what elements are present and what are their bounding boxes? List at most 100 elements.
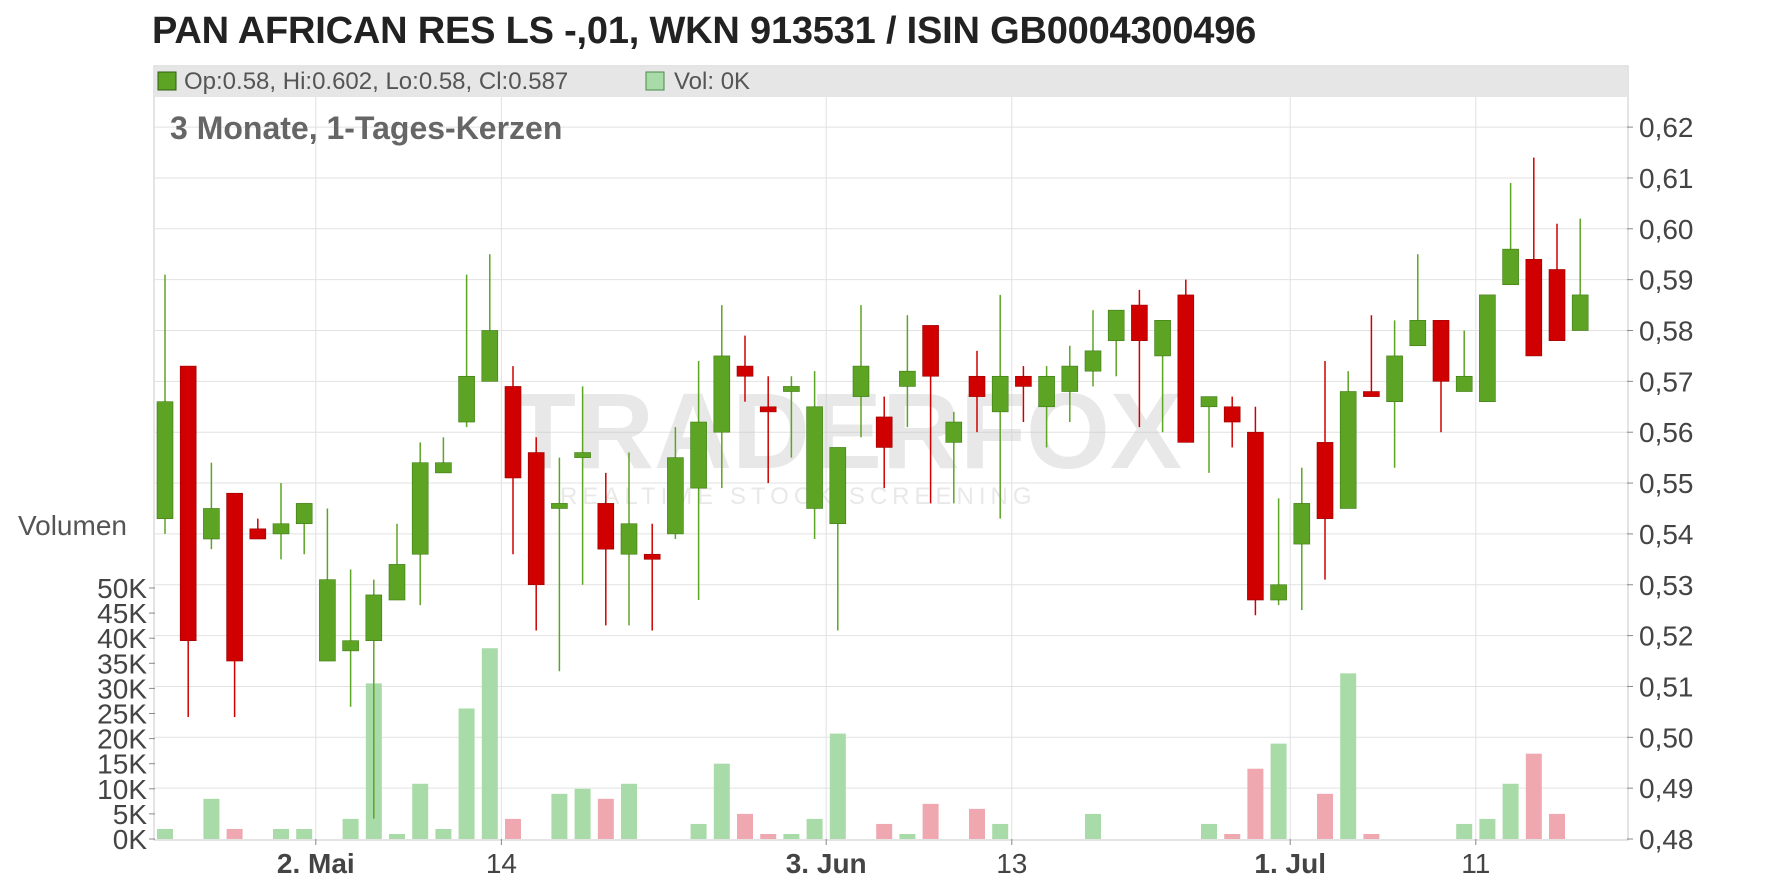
candle-body <box>643 553 661 560</box>
candle-body <box>319 579 336 662</box>
candle-body <box>551 503 568 509</box>
volume-tick-label: 30K <box>97 673 147 704</box>
candle-body <box>527 452 545 586</box>
volume-tick-label: 40K <box>97 623 147 654</box>
volume-bar <box>806 818 823 839</box>
volume-bar <box>597 798 614 839</box>
date-tick-label: 14 <box>486 848 517 879</box>
candle-body <box>458 375 475 423</box>
candle-body <box>1409 320 1427 347</box>
candle-body <box>249 528 267 540</box>
volume-axis-label: Volumen <box>18 510 127 541</box>
candle-body <box>875 416 893 448</box>
volume-bar <box>690 823 707 839</box>
volume-bar <box>1525 753 1542 839</box>
info-bar <box>155 67 1627 97</box>
date-tick-label: 1. Jul <box>1254 848 1326 879</box>
volume-bar <box>1363 833 1380 839</box>
candle-body <box>435 462 452 474</box>
candle-body <box>1339 391 1357 509</box>
volume-tick-label: 10K <box>97 774 147 805</box>
volume-tick-label: 15K <box>97 749 147 780</box>
price-tick-label: 0,53 <box>1639 570 1694 601</box>
volume-bar <box>1340 673 1357 839</box>
candle-body <box>1131 304 1148 341</box>
candle-body <box>179 365 197 641</box>
candle-body <box>1200 396 1218 408</box>
candle-body <box>1270 584 1287 601</box>
volume-bar <box>157 828 173 839</box>
price-tick-label: 0,57 <box>1639 366 1694 397</box>
volume-bar <box>342 818 359 839</box>
volume-bar <box>273 828 289 839</box>
candle-body <box>295 503 313 525</box>
volume-bar <box>1549 813 1565 839</box>
candle-body <box>1293 503 1311 545</box>
volume-bar <box>1502 783 1519 839</box>
volume-bar <box>829 733 846 839</box>
price-tick-label: 0,51 <box>1639 671 1694 702</box>
x-axis: 2. Mai 14 3. Jun 13 1. Jul 11 <box>277 839 1490 879</box>
date-tick-label: 3. Jun <box>786 848 867 879</box>
volume-tick-label: 5K <box>113 799 148 830</box>
volume-bar <box>1317 793 1333 839</box>
candle-body <box>1386 355 1403 402</box>
candle-body <box>272 523 290 535</box>
volume-info-text: Vol: 0K <box>674 68 750 95</box>
volume-legend-swatch <box>645 71 665 91</box>
candle-body <box>1502 248 1519 286</box>
volume-bar <box>899 833 916 839</box>
volume-tick-label: 35K <box>97 648 147 679</box>
candle-body <box>156 401 174 519</box>
price-axis: 0,48 0,49 0,50 0,51 0,52 0,53 0,54 0,55 0,56 0,57… <box>1627 112 1694 855</box>
chart-subtitle: 3 Monate, 1-Tages-Kerzen <box>170 110 562 146</box>
plot-area <box>153 65 1629 841</box>
candle-body <box>1548 269 1566 341</box>
price-tick-label: 0,62 <box>1639 112 1694 143</box>
candle-body <box>411 462 429 555</box>
volume-tick-label: 0K <box>113 824 148 855</box>
candle-body <box>597 503 615 550</box>
volume-bar <box>876 823 893 839</box>
volume-bar <box>574 788 591 839</box>
price-tick-label: 0,55 <box>1639 468 1694 499</box>
candlesticks <box>156 157 1589 819</box>
candle-body <box>1061 365 1079 392</box>
volume-tick-label: 20K <box>97 724 147 755</box>
date-tick-label: 13 <box>996 848 1027 879</box>
volume-bar <box>992 823 1009 839</box>
date-tick-label: 2. Mai <box>277 848 355 879</box>
date-tick-label: 11 <box>1461 848 1490 879</box>
candle-body <box>1223 406 1241 423</box>
volume-bar <box>969 808 985 839</box>
candle-body <box>481 330 499 382</box>
ohlc-legend-swatch <box>157 71 177 91</box>
volume-bar <box>1270 743 1287 839</box>
volume-tick-label: 45K <box>97 598 147 629</box>
candle-body <box>574 452 591 458</box>
volume-bar <box>412 783 429 839</box>
volume-bar <box>481 648 498 839</box>
volume-tick-label: 50K <box>97 573 147 604</box>
candle-body <box>991 375 1009 413</box>
candle-body <box>899 370 916 387</box>
volume-bar <box>296 828 313 839</box>
price-tick-label: 0,48 <box>1639 824 1694 855</box>
candle-body <box>1247 431 1264 601</box>
candle-body <box>388 564 406 601</box>
candle-body <box>759 406 777 413</box>
price-tick-label: 0,59 <box>1639 265 1694 296</box>
candle-body <box>1316 442 1334 519</box>
price-tick-label: 0,52 <box>1639 621 1694 652</box>
candle-body <box>203 508 220 540</box>
volume-bar <box>1224 833 1241 839</box>
volume-bar <box>226 828 243 839</box>
candle-body <box>922 325 939 377</box>
candle-body <box>1038 375 1055 408</box>
candle-body <box>504 386 522 479</box>
volume-bar <box>1456 823 1473 839</box>
ohlc-info-text: Op:0.58, Hi:0.602, Lo:0.58, Cl:0.587 <box>184 68 568 95</box>
price-tick-label: 0,61 <box>1639 163 1694 194</box>
volume-bar <box>737 813 753 839</box>
